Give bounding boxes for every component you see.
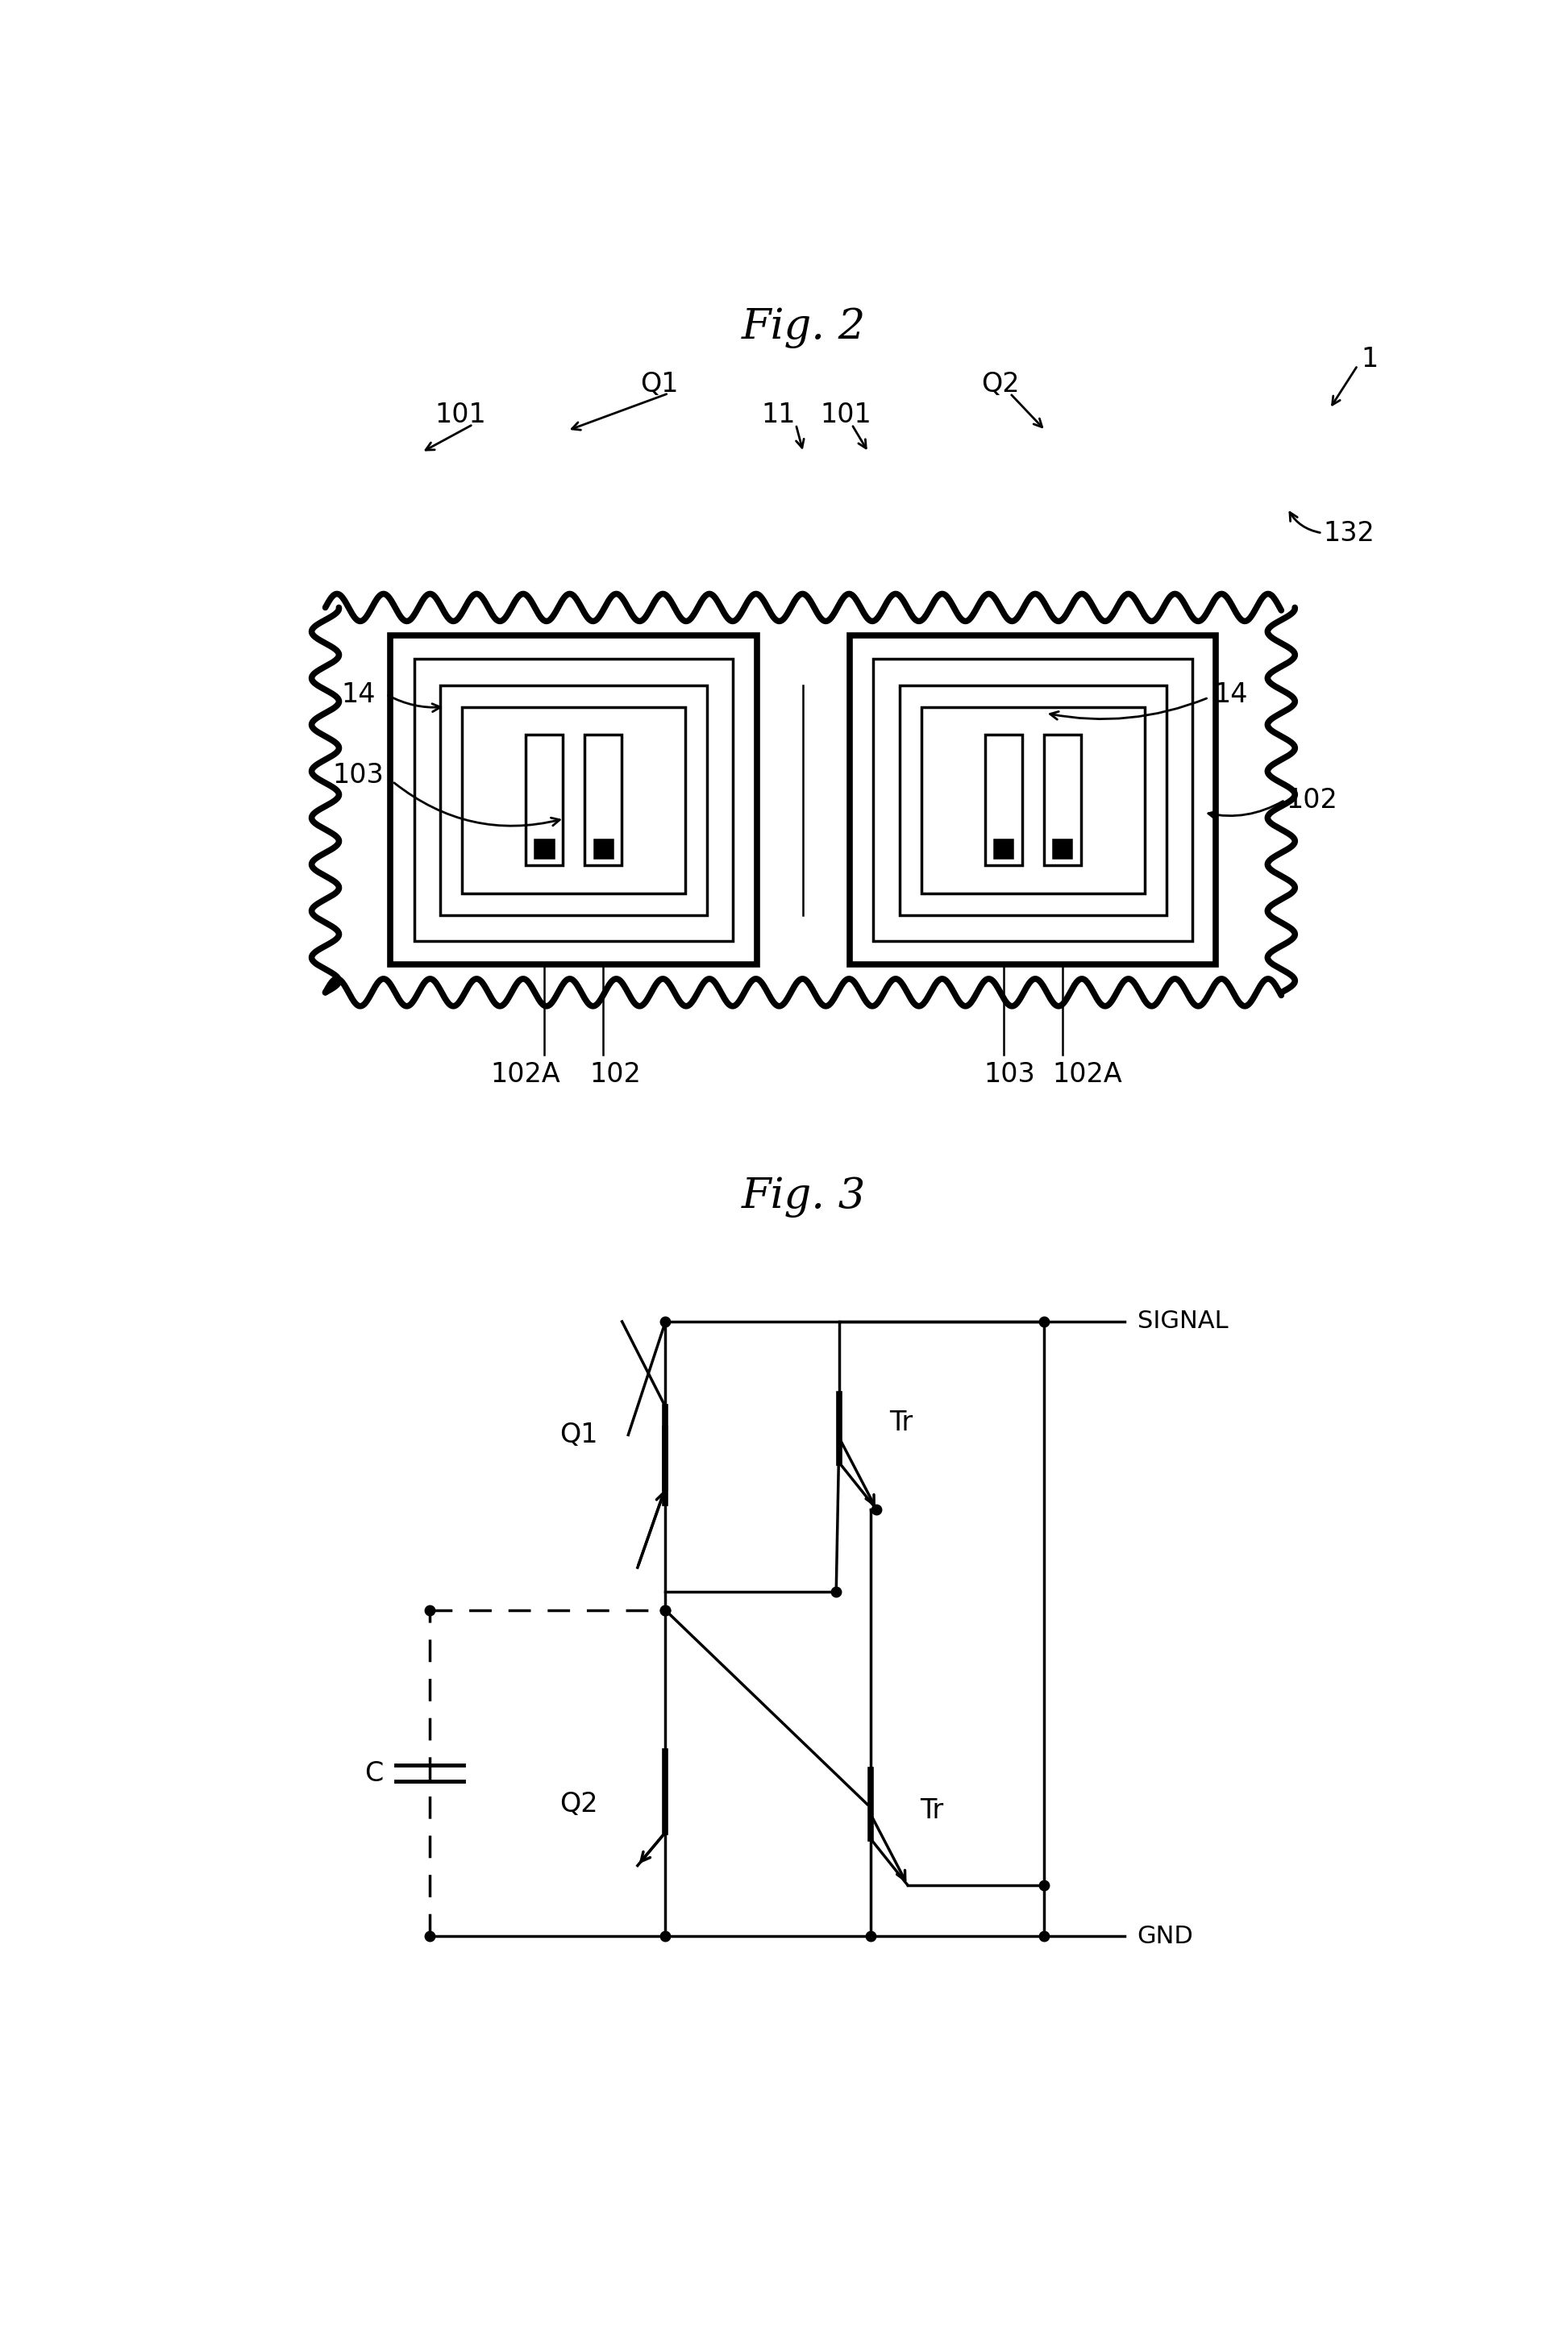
Text: Fig. 3: Fig. 3 [742,1177,866,1217]
Text: Fig. 2: Fig. 2 [742,308,866,348]
Bar [390,635,757,965]
Bar [873,659,1193,941]
Text: 1: 1 [1361,346,1378,371]
Text: SIGNAL: SIGNAL [1137,1310,1228,1334]
Bar [994,839,1013,857]
Bar [414,659,734,941]
Text: 11: 11 [762,402,797,427]
Text: 101: 101 [820,402,872,427]
Text: Tr: Tr [920,1796,944,1824]
Bar [535,839,554,857]
Text: 132: 132 [1323,519,1375,547]
Bar [441,684,707,916]
Text: Q2: Q2 [982,371,1019,397]
Bar [463,708,685,892]
Text: 101: 101 [434,402,486,427]
Bar [850,635,1217,965]
Bar [922,708,1145,892]
Bar [525,736,563,864]
Text: 14: 14 [342,682,375,708]
Text: C: C [364,1759,383,1787]
Bar [594,839,613,857]
Text: 102A: 102A [1052,1061,1123,1086]
Text: Q1: Q1 [560,1423,597,1448]
Bar [585,736,622,864]
Bar [985,736,1022,864]
Text: GND: GND [1137,1925,1193,1948]
Text: Q2: Q2 [560,1792,597,1817]
Text: 102: 102 [590,1061,641,1086]
Text: Tr: Tr [889,1409,913,1437]
Text: 14: 14 [1214,682,1248,708]
Text: 102: 102 [1286,787,1338,813]
Text: 102A: 102A [491,1061,560,1086]
Text: Q1: Q1 [640,371,679,397]
Text: 103: 103 [332,762,384,790]
Bar [1044,736,1080,864]
Bar [1054,839,1073,857]
Bar [900,684,1167,916]
Text: 103: 103 [985,1061,1035,1086]
